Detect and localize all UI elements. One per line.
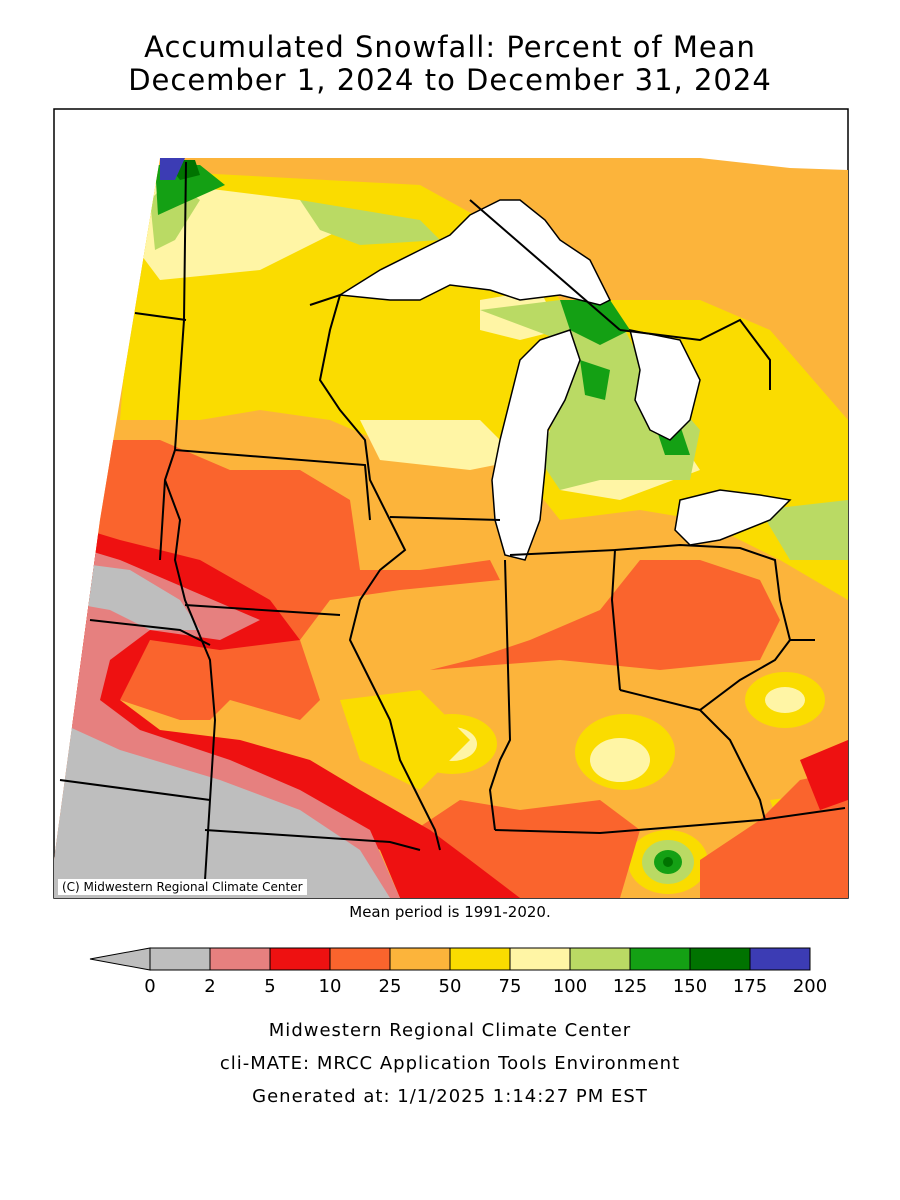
legend-swatch [269, 947, 331, 971]
map-title-line1: Accumulated Snowfall: Percent of Mean [144, 30, 756, 64]
footer-tool: cli-MATE: MRCC Application Tools Environ… [219, 1053, 681, 1074]
mean-period-note: Mean period is 1991-2020. [349, 903, 551, 921]
state-borders [59, 161, 846, 881]
legend-tick-label: 175 [732, 976, 768, 997]
legend-swatch [149, 947, 211, 971]
legend-tick-label: 10 [318, 976, 342, 997]
legend-tick-label: 100 [552, 976, 588, 997]
legend-tick-label: 150 [672, 976, 708, 997]
great-lakes [337, 199, 792, 561]
footer-organization: Midwestern Regional Climate Center [268, 1020, 632, 1041]
footer-generated: Generated at: 1/1/2025 1:14:27 PM EST [252, 1086, 648, 1107]
legend-under-arrow [89, 947, 151, 971]
legend-swatch [329, 947, 391, 971]
legend-swatch [209, 947, 271, 971]
legend-colorbar [89, 947, 811, 971]
lake-superior [337, 199, 612, 306]
legend-tick-label: 0 [144, 976, 156, 997]
legend-swatch [749, 947, 811, 971]
legend-swatch [689, 947, 751, 971]
legend-tick-label: 5 [264, 976, 276, 997]
legend-tick-label: 200 [792, 976, 828, 997]
legend-swatch [509, 947, 571, 971]
map-title-line2: December 1, 2024 to December 31, 2024 [128, 63, 772, 97]
legend-swatch [569, 947, 631, 971]
legend-swatch [449, 947, 511, 971]
legend-tick-label: 75 [498, 976, 522, 997]
lake-michigan [491, 329, 581, 561]
map-credit: (C) Midwestern Regional Climate Center [58, 879, 307, 895]
legend-swatch [629, 947, 691, 971]
lake-erie [674, 489, 792, 546]
legend-tick-label: 125 [612, 976, 648, 997]
lake-huron [628, 329, 701, 441]
legend-tick-label: 50 [438, 976, 462, 997]
legend-tick-label: 25 [378, 976, 402, 997]
legend-tick-label: 2 [204, 976, 216, 997]
legend-swatch [389, 947, 451, 971]
